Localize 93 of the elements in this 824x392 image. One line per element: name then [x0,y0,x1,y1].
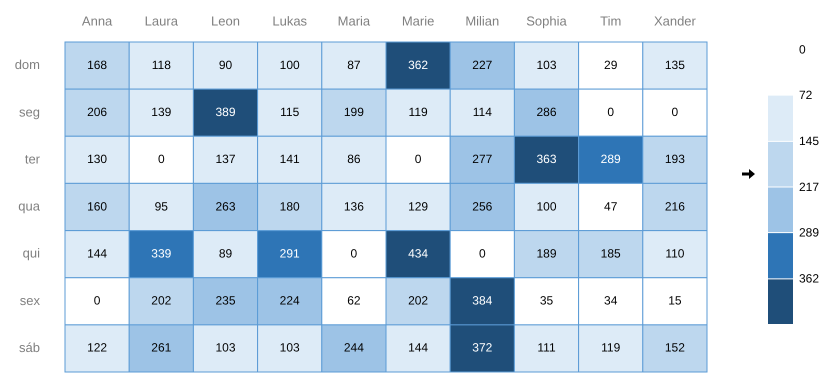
y-tick-label: qua [18,198,41,214]
data-label: 144 [408,340,428,355]
data-label: 189 [536,246,557,260]
data-label: 118 [152,58,172,72]
data-label: 434 [408,246,428,260]
data-label: 114 [472,105,492,120]
data-label: 362 [408,58,428,72]
data-label: 168 [87,58,108,72]
data-label: 224 [280,294,300,308]
data-label: 0 [158,152,165,166]
data-label: 0 [607,105,614,120]
color-bar-label: 145 [799,134,820,148]
color-bar-label: 0 [799,42,806,56]
y-tick-label: ter [24,151,41,166]
data-label: 111 [537,340,556,355]
data-label: 216 [664,199,686,214]
data-label: 363 [536,152,557,166]
data-label: 180 [280,199,300,214]
data-label: 130 [87,152,108,166]
data-label: 339 [151,246,172,260]
y-tick-label: sex [20,292,40,308]
data-label: 119 [601,340,621,355]
color-bar-label: 217 [799,180,820,194]
data-label: 0 [350,246,358,260]
data-label: 139 [151,105,172,120]
y-tick-label: seg [19,104,40,120]
data-label: 193 [664,152,686,166]
data-label: 115 [280,105,300,120]
data-label: 291 [280,246,300,260]
data-label: 103 [536,58,557,72]
data-label: 277 [472,152,493,166]
data-label: 0 [672,105,679,120]
data-label: 384 [472,294,493,308]
data-label: 95 [154,199,168,214]
x-tick-label: Tim [600,14,622,29]
x-tick-label: Xander [654,14,697,29]
x-tick-label: Anna [82,14,114,29]
data-label: 263 [215,199,236,214]
data-label: 144 [87,246,108,260]
data-label: 100 [536,199,557,214]
x-tick-label: Sophia [526,14,568,29]
data-label: 103 [215,340,236,355]
data-label: 199 [344,105,364,120]
data-label: 110 [665,246,685,260]
x-tick-label: Laura [144,14,179,29]
data-label: 122 [87,340,108,355]
data-label: 289 [600,152,622,166]
data-label: 206 [87,105,108,120]
data-label: 129 [408,199,428,214]
data-label: 152 [664,340,686,355]
data-label: 86 [347,152,361,166]
data-label: 35 [540,294,554,308]
x-tick-label: Maria [338,14,371,29]
data-label: 202 [151,294,172,308]
x-tick-label: Lukas [272,14,308,29]
data-label: 87 [347,58,361,72]
data-label: 235 [215,294,236,308]
data-label: 119 [408,105,428,120]
data-label: 141 [280,152,300,166]
data-label: 286 [536,105,557,120]
data-label: 89 [218,246,232,260]
color-bar-label: 289 [799,225,820,240]
data-label: 227 [472,58,493,72]
data-label: 136 [344,199,364,214]
data-label: 103 [280,340,300,355]
y-tick-label: sáb [19,340,40,356]
data-label: 100 [280,58,300,72]
y-tick-label: dom [14,57,40,72]
y-tick-label: qui [22,246,40,261]
data-label: 34 [604,294,618,308]
data-label: 372 [472,340,493,355]
data-label: 29 [604,58,618,72]
data-label: 0 [414,152,422,166]
x-tick-label: Leon [211,14,240,29]
data-label: 185 [600,246,622,260]
data-label: 0 [94,294,101,308]
data-label: 261 [151,340,172,355]
data-label: 137 [215,152,236,166]
data-label: 90 [218,58,232,72]
data-label: 15 [668,294,682,308]
data-label: 244 [344,340,364,355]
x-tick-label: Marie [402,14,434,29]
color-bar-label: 362 [799,272,820,286]
x-tick-label: Milian [465,14,500,29]
data-label: 160 [87,199,108,214]
data-label: 62 [347,294,361,308]
data-label: 47 [604,199,618,214]
data-label: 0 [478,246,486,260]
data-label: 389 [215,105,236,120]
data-label: 202 [408,294,428,308]
data-label: 135 [664,58,686,72]
color-bar-label: 72 [799,88,813,102]
data-label: 256 [472,199,493,214]
